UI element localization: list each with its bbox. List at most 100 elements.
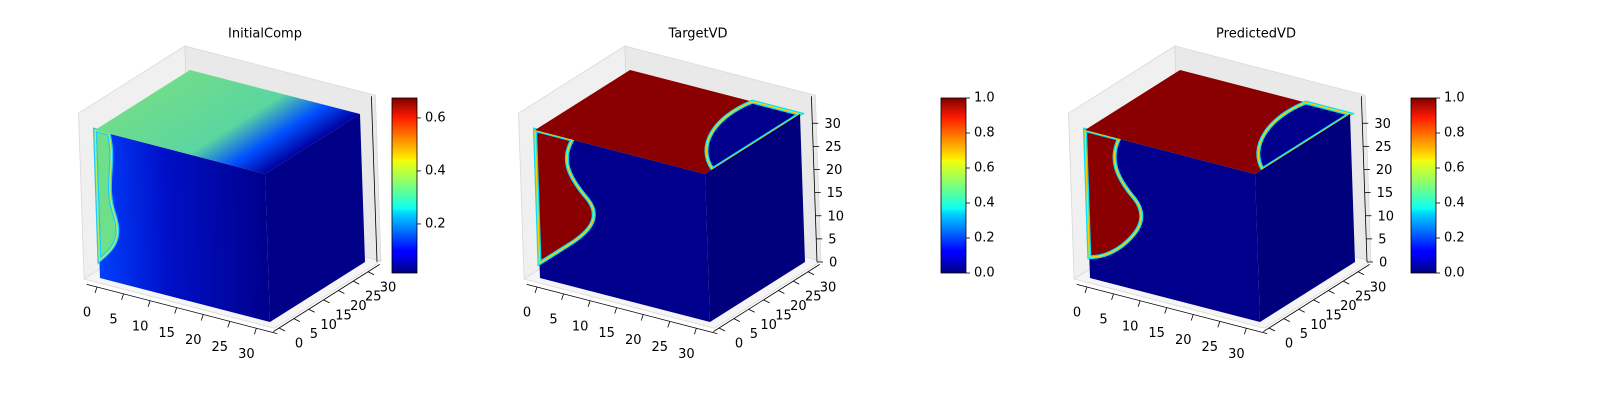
x-tick-label: 0 <box>523 306 531 321</box>
colorbar <box>940 97 967 274</box>
colorbar <box>1410 97 1437 274</box>
y-tick-label: 5 <box>750 327 758 342</box>
right-face <box>265 113 366 323</box>
y-tick-label: 20 <box>350 299 367 314</box>
x-tick <box>1243 328 1247 335</box>
colorbar-tick-label: 0.2 <box>425 216 446 231</box>
z-axis-line <box>371 96 378 263</box>
y-tick <box>1268 327 1276 332</box>
front-face-edge-core <box>95 130 119 265</box>
x-tick <box>253 328 257 335</box>
front-face-region <box>535 130 594 264</box>
x-tick-label: 5 <box>549 312 557 327</box>
top-face-flip <box>534 70 801 175</box>
colorbar-tick-label: 1.0 <box>1444 91 1465 106</box>
y-tick <box>807 271 815 276</box>
top-face-region <box>706 101 801 170</box>
y-tick-label: 25 <box>805 290 822 305</box>
y-axis-line <box>1263 264 1370 332</box>
x-tick <box>640 314 644 321</box>
colorbar-tick-label: 0.6 <box>425 110 446 125</box>
x-tick <box>693 328 697 335</box>
x-axis-line <box>1076 283 1268 335</box>
front-face-edge-core <box>1085 130 1143 271</box>
front-face <box>535 130 711 323</box>
x-tick <box>1217 321 1221 328</box>
y-tick-label: 30 <box>1370 280 1387 295</box>
x-tick <box>200 314 204 321</box>
y-tick-label: 20 <box>1340 299 1357 314</box>
y-tick-label: 10 <box>760 318 777 333</box>
top-face-base <box>94 70 361 175</box>
colorbar-tick-label: 0.0 <box>974 266 995 281</box>
x-tick-label: 25 <box>1202 340 1219 355</box>
colorbar-tick-label: 0.2 <box>974 231 995 246</box>
z-tick-label: 20 <box>826 163 843 178</box>
y-tick-label: 30 <box>820 280 837 295</box>
x-tick <box>587 300 591 307</box>
z-tick-label: 10 <box>827 209 844 224</box>
z-tick-label: 30 <box>824 117 841 132</box>
x-tick-label: 25 <box>652 340 669 355</box>
colorbar-tick-label: 0.2 <box>1444 231 1465 246</box>
y-tick <box>778 290 785 294</box>
top-face <box>94 70 361 175</box>
front-face-flip <box>1085 130 1261 323</box>
x-tick-label: 25 <box>212 340 229 355</box>
y-tick <box>793 280 800 285</box>
right-face-base <box>705 113 806 323</box>
x-tick-label: 10 <box>1122 319 1139 334</box>
top-face-edge-core <box>662 101 800 169</box>
x-tick <box>1084 286 1088 294</box>
z-tick-label: 0 <box>829 256 837 271</box>
colorbar-tick-label: 0.0 <box>1444 266 1465 281</box>
colorbar-tick-label: 0.4 <box>425 163 446 178</box>
colorbar-tick-label: 0.6 <box>974 161 995 176</box>
y-tick-label: 25 <box>1355 290 1372 305</box>
colorbar-tick-label: 0.6 <box>1444 161 1465 176</box>
z-axis-line <box>1361 96 1368 263</box>
x-tick-label: 0 <box>1073 306 1081 321</box>
y-tick-label: 15 <box>775 308 792 323</box>
x-tick-label: 30 <box>1228 347 1245 362</box>
right-face-flip <box>1255 113 1356 323</box>
z-tick-label: 25 <box>825 140 842 155</box>
y-axis-line <box>713 264 820 332</box>
panel-title: InitialComp <box>228 27 302 42</box>
top-face <box>1084 70 1350 175</box>
y-tick <box>1298 308 1305 313</box>
right-face-flip <box>705 113 806 323</box>
y-tick-label: 5 <box>1300 327 1308 342</box>
y-tick <box>1343 280 1350 285</box>
x-tick <box>121 293 124 301</box>
x-tick <box>1137 300 1141 307</box>
panel-title: TargetVD <box>667 27 727 42</box>
colorbar-tick-label: 1.0 <box>974 91 995 106</box>
y-tick-label: 10 <box>1310 318 1327 333</box>
colorbar-tick-label: 0.4 <box>974 196 995 211</box>
y-tick <box>1283 318 1291 322</box>
x-tick-label: 30 <box>678 347 695 362</box>
y-tick-label: 25 <box>365 290 382 305</box>
colorbar <box>391 97 418 274</box>
right-face-base <box>1255 113 1356 323</box>
y-tick <box>1357 271 1365 276</box>
x-tick <box>667 321 671 328</box>
top-face <box>534 70 801 175</box>
x-tick <box>94 286 98 294</box>
z-tick-label: 25 <box>1375 140 1392 155</box>
y-tick-label: 0 <box>735 337 743 352</box>
colorbar-tick-label: 0.8 <box>974 126 995 141</box>
x-tick-label: 20 <box>185 333 202 348</box>
top-face-flip <box>1084 70 1350 175</box>
top-face-flip <box>94 70 361 175</box>
panel-title: PredictedVD <box>1216 27 1296 42</box>
x-tick <box>174 307 178 314</box>
top-face-edge-core <box>1216 102 1350 169</box>
front-face-base <box>95 130 271 323</box>
x-tick-label: 5 <box>1099 312 1107 327</box>
x-tick <box>561 293 564 301</box>
